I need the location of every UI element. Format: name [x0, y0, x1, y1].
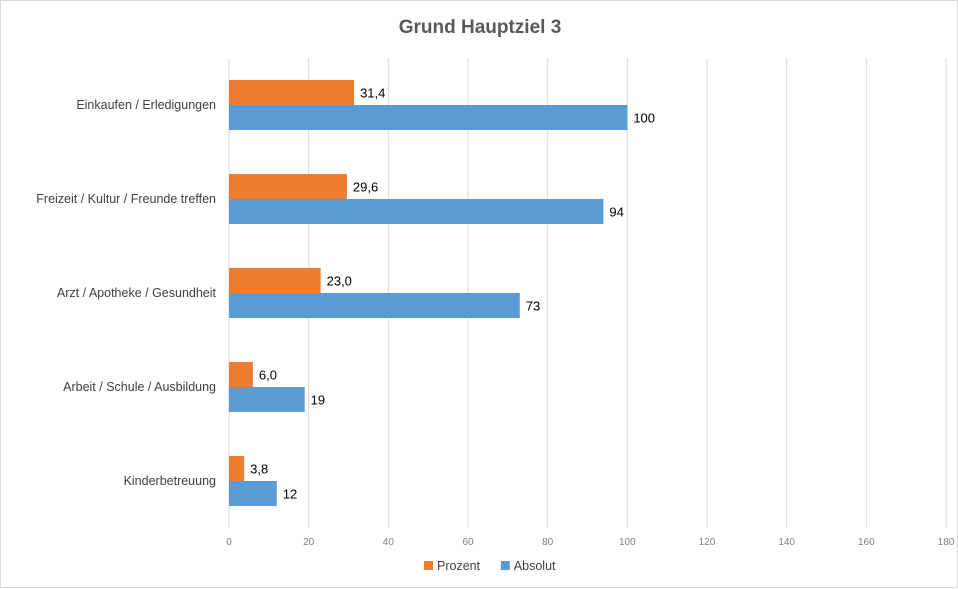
- bar-prozent: [229, 268, 321, 293]
- data-label: 3,8: [250, 462, 268, 477]
- legend-swatch-absolut: [500, 561, 510, 570]
- bar-prozent: [229, 80, 355, 105]
- data-label: 29,6: [353, 180, 378, 195]
- legend-swatch-prozent: [424, 561, 433, 570]
- x-tick-label: 120: [699, 537, 716, 548]
- data-label: 12: [283, 487, 297, 502]
- category-label: Arzt / Apotheke / Gesundheit: [57, 286, 217, 300]
- data-label: 73: [526, 299, 540, 314]
- x-tick-label: 160: [858, 537, 875, 548]
- bar-absolut: [229, 105, 628, 130]
- x-tick-label: 40: [383, 537, 395, 548]
- x-tick-label: 0: [226, 537, 232, 548]
- data-label: 23,0: [327, 274, 352, 289]
- bar-prozent: [229, 362, 253, 387]
- data-label: 19: [311, 393, 325, 408]
- chart-title: Grund Hauptziel 3: [398, 17, 562, 38]
- legend-label-absolut: Absolut: [514, 559, 556, 573]
- x-tick-label: 60: [462, 537, 474, 548]
- bar-prozent: [229, 456, 245, 481]
- bar-absolut: [229, 481, 277, 506]
- category-label: Freizeit / Kultur / Freunde treffen: [36, 192, 216, 206]
- x-tick-label: 80: [542, 537, 554, 548]
- x-tick-label: 20: [303, 537, 315, 548]
- x-tick-label: 140: [778, 537, 795, 548]
- data-label: 31,4: [360, 86, 385, 101]
- bar-absolut: [229, 293, 520, 318]
- category-label: Kinderbetreuung: [124, 474, 216, 488]
- bar-absolut: [229, 199, 604, 224]
- bar-absolut: [229, 387, 305, 412]
- data-label: 100: [633, 111, 655, 126]
- category-label: Arbeit / Schule / Ausbildung: [63, 380, 216, 394]
- category-label: Einkaufen / Erledigungen: [76, 98, 216, 112]
- data-label: 94: [609, 205, 623, 220]
- bar-prozent: [229, 174, 347, 199]
- x-tick-label: 100: [619, 537, 636, 548]
- legend-label-prozent: Prozent: [437, 559, 481, 573]
- data-label: 6,0: [259, 368, 277, 383]
- x-tick-label: 180: [938, 537, 955, 548]
